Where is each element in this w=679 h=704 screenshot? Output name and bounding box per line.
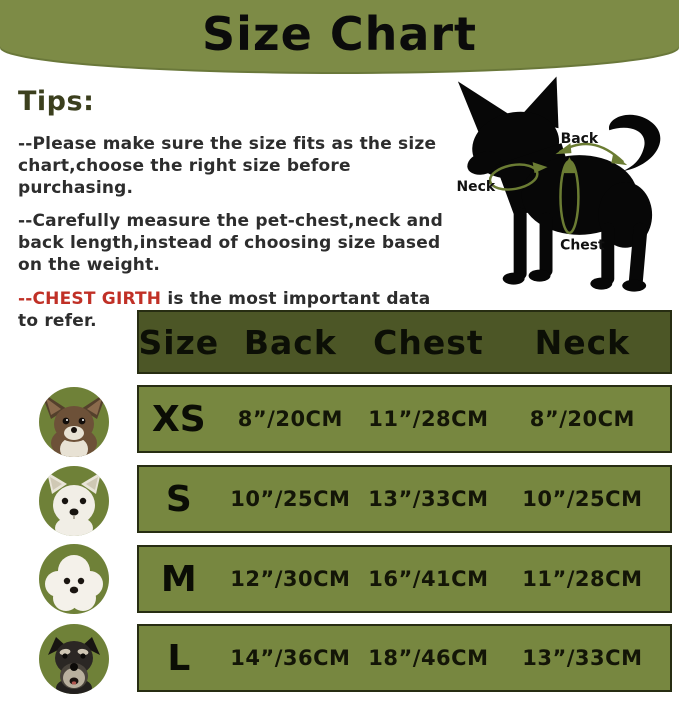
size-cell: S	[165, 478, 192, 520]
back-arrowhead-left-icon	[555, 143, 572, 155]
table-row-l: L 14”/36CM 18”/46CM 13”/33CM	[137, 624, 672, 692]
chest-cell: 13”/33CM	[368, 487, 489, 511]
back-cell: 10”/25CM	[230, 487, 351, 511]
column-header-size: Size	[138, 322, 220, 362]
chest-cell: 11”/28CM	[368, 407, 489, 431]
size-cell: M	[160, 558, 197, 600]
measurement-annotations	[488, 142, 628, 235]
neck-cell: 11”/28CM	[522, 567, 643, 591]
tips-heading: Tips:	[18, 86, 95, 117]
chest-girth-highlight: --CHEST GIRTH	[18, 288, 162, 309]
column-header-neck: Neck	[534, 322, 631, 362]
chihuahua-icon	[41, 392, 107, 457]
schnauzer-icon	[48, 637, 100, 694]
dog-silhouette-icon	[457, 76, 661, 292]
back-cell: 12”/30CM	[230, 567, 351, 591]
table-row-m: M 12”/30CM 16”/41CM 11”/28CM	[137, 545, 672, 613]
bichon-icon	[45, 555, 103, 611]
dog-photo-westie-puppy	[39, 466, 109, 536]
size-table-header: Size Back Chest Neck	[137, 310, 672, 374]
back-label: Back	[561, 131, 599, 147]
chest-cell: 18”/46CM	[368, 646, 489, 670]
chest-cell: 16”/41CM	[368, 567, 489, 591]
back-cell: 14”/36CM	[230, 646, 351, 670]
neck-label: Neck	[456, 179, 495, 195]
dog-photo-schnauzer	[39, 624, 109, 694]
tip-measure: --Carefully measure the pet-chest,neck a…	[18, 211, 443, 276]
column-header-back: Back	[243, 322, 337, 362]
neck-cell: 13”/33CM	[522, 646, 643, 670]
tip-fit-size: --Please make sure the size fits as the …	[18, 134, 437, 199]
page-title: Size Chart	[201, 7, 478, 61]
chest-girth-rest: is the most important data to refer.	[18, 288, 431, 331]
back-arrowhead-right-icon	[611, 153, 628, 166]
banner: Size Chart	[0, 0, 679, 72]
neck-arrowhead-icon	[532, 162, 548, 174]
measurement-diagram: Back Neck Chest	[430, 72, 679, 306]
tips-section: Tips: --Please make sure the size fits a…	[18, 86, 450, 343]
column-header-chest: Chest	[373, 322, 484, 362]
size-cell: XS	[151, 398, 206, 440]
neck-cell: 8”/20CM	[529, 407, 635, 431]
neck-cell: 10”/25CM	[522, 487, 643, 511]
chest-label: Chest	[560, 238, 605, 254]
table-row-xs: XS 8”/20CM 11”/28CM 8”/20CM	[137, 385, 672, 453]
back-cell: 8”/20CM	[237, 407, 343, 431]
neck-girth-loop	[488, 163, 539, 191]
dog-photo-bichon	[39, 544, 109, 614]
dog-photo-chihuahua	[39, 387, 109, 457]
dog-silhouette-diagram: Back Neck Chest	[456, 76, 661, 292]
size-cell: L	[167, 637, 191, 679]
tip-chest-girth: --CHEST GIRTH is the most important data…	[18, 288, 450, 332]
table-row-s: S 10”/25CM 13”/33CM 10”/25CM	[137, 465, 672, 533]
westie-icon	[47, 472, 101, 536]
chest-arrowhead-icon	[561, 157, 578, 174]
